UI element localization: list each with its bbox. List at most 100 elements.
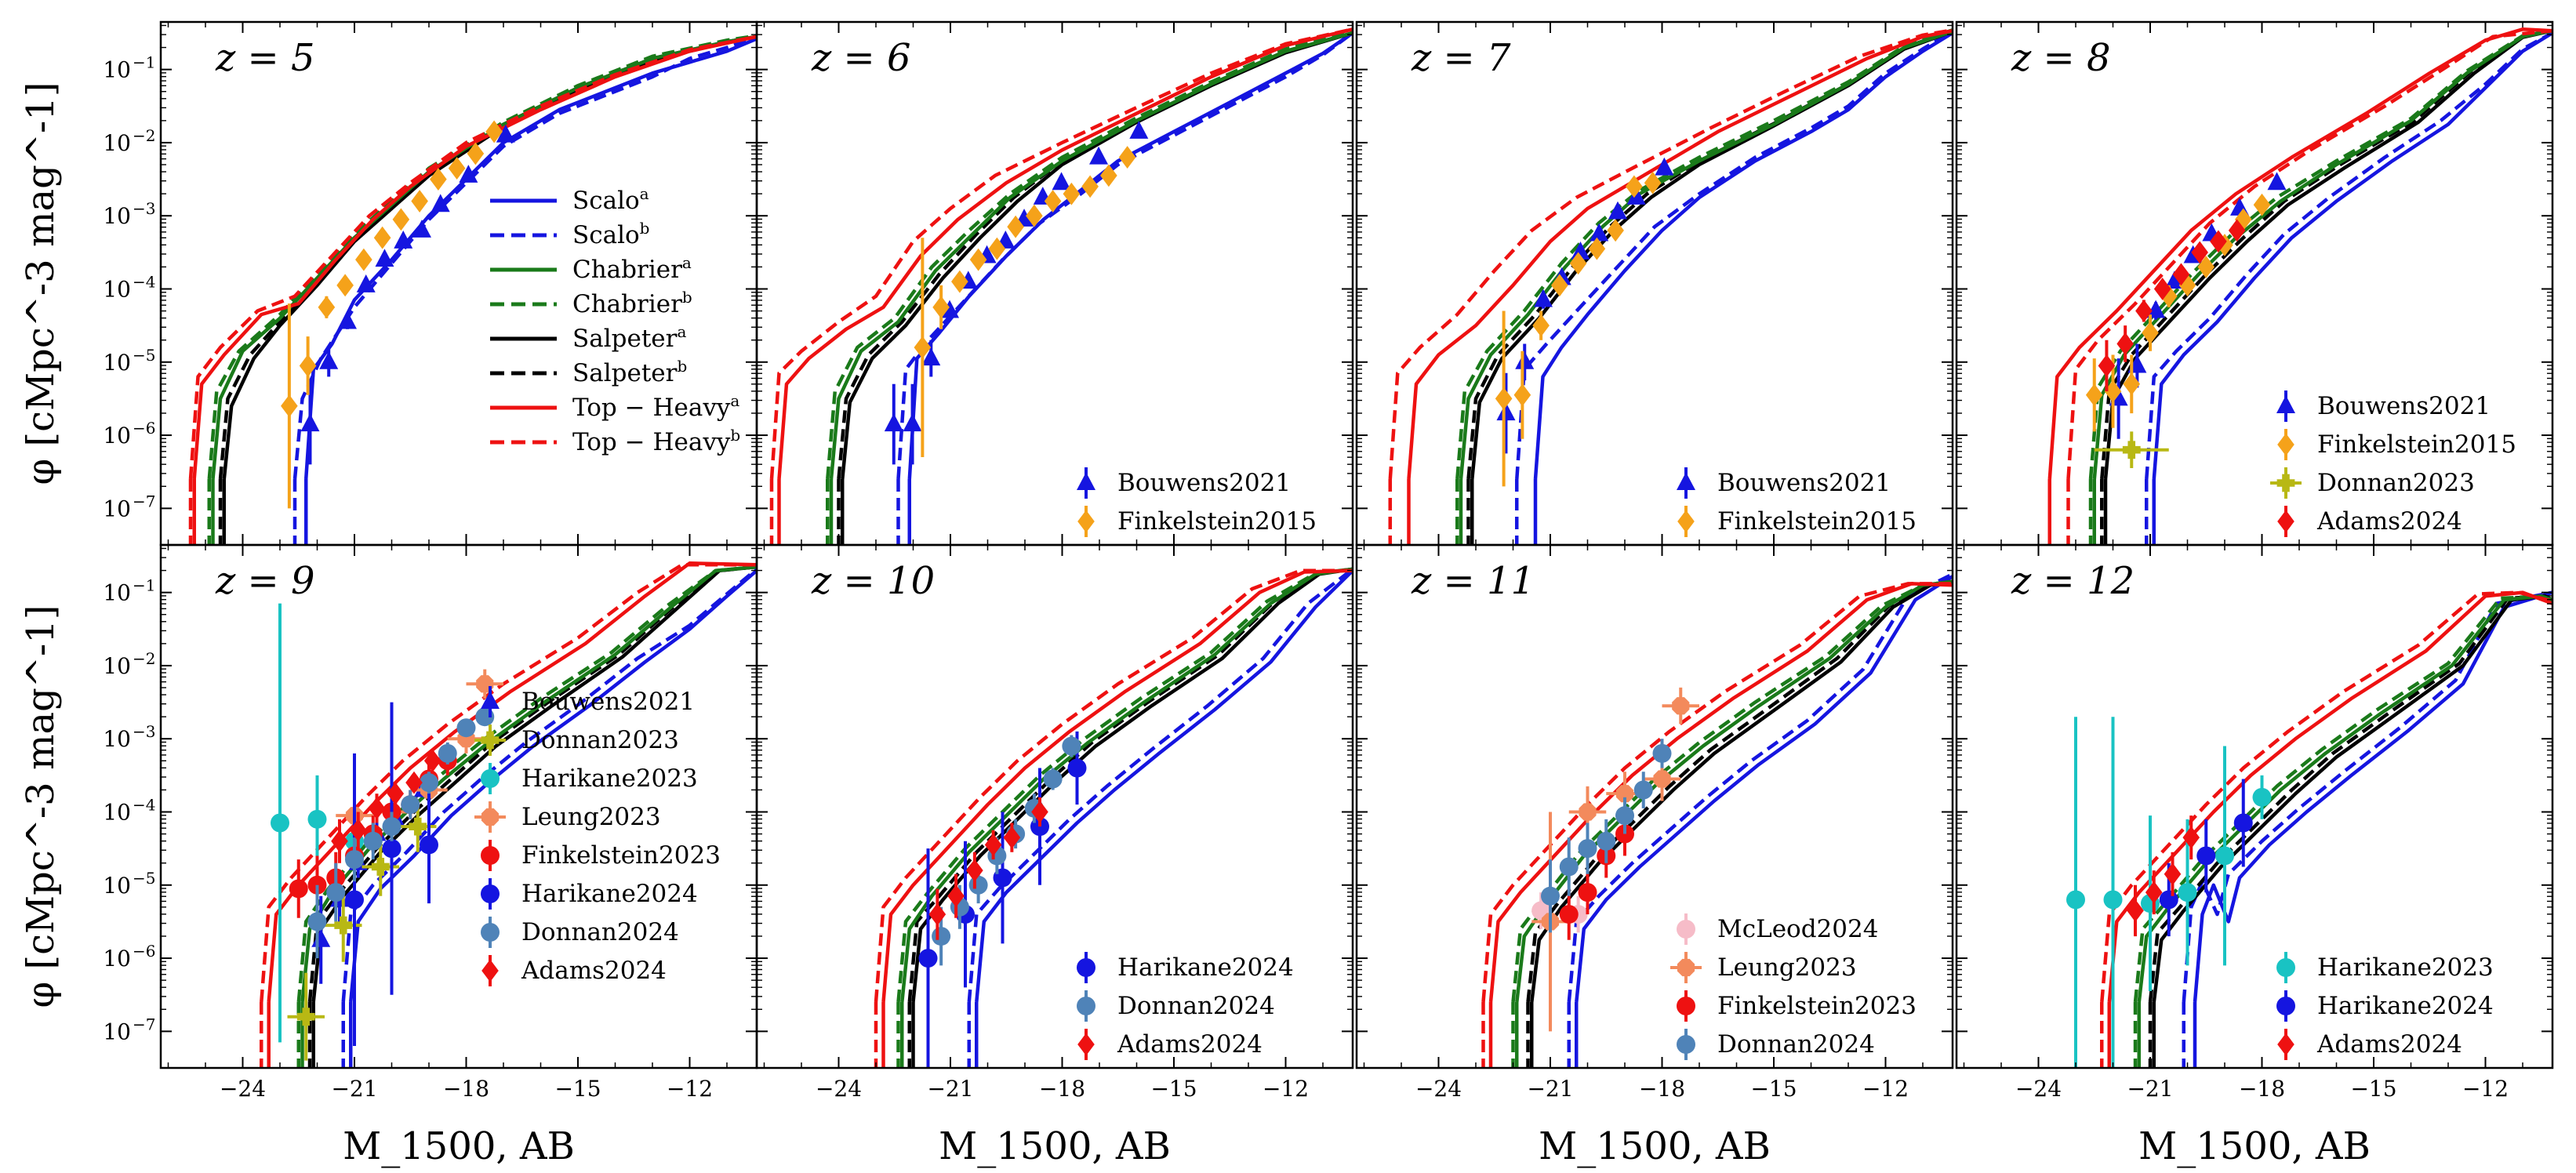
legend-label: Adams2024 bbox=[2316, 1030, 2462, 1059]
imf-legend-entry: Salpeterb bbox=[490, 357, 687, 387]
data-point bbox=[401, 795, 420, 815]
data-point bbox=[2215, 846, 2234, 866]
data-point bbox=[1100, 164, 1117, 187]
curve-scalo_b bbox=[2182, 590, 2552, 1003]
obs-bouwens2021 bbox=[1496, 157, 1674, 454]
data-point bbox=[423, 749, 441, 772]
data-point bbox=[921, 347, 941, 366]
data-point bbox=[337, 310, 357, 329]
curve-topheavy_b bbox=[2100, 590, 2552, 1003]
data-point bbox=[1026, 204, 1043, 227]
y-axis-title: φ [cMpc^-3 mag^-1] bbox=[19, 82, 63, 485]
redshift-label: z = 8 bbox=[2011, 36, 2111, 80]
x-tick-label: −15 bbox=[554, 1076, 601, 1102]
x-tick-label: −18 bbox=[443, 1076, 489, 1102]
obs-donnan2024 bbox=[932, 735, 1081, 966]
panel-frame bbox=[1955, 543, 2554, 1070]
curve-chabrier_a bbox=[300, 565, 757, 1003]
legend-entry-bouwens2021: Bouwens2021 bbox=[481, 686, 695, 717]
data-point bbox=[368, 797, 386, 820]
data-point bbox=[966, 859, 983, 882]
data-point bbox=[1081, 175, 1099, 198]
x-tick-label: −12 bbox=[1862, 1076, 1909, 1102]
legend-label: Finkelstein2015 bbox=[1117, 507, 1317, 536]
y-tick-label: 10 bbox=[103, 496, 131, 521]
legend-label: Donnan2024 bbox=[1717, 1030, 1875, 1059]
curve-scalo_b bbox=[341, 568, 757, 1003]
data-point bbox=[394, 231, 413, 249]
y-axis-title: φ [cMpc^-3 mag^-1] bbox=[19, 605, 63, 1008]
x-axis-title: M_1500, AB bbox=[939, 1124, 1171, 1168]
data-point bbox=[307, 912, 327, 932]
x-axis-title: M_1500, AB bbox=[2138, 1124, 2371, 1168]
data-point bbox=[1031, 801, 1048, 823]
data-point bbox=[420, 835, 438, 855]
y-tick-exponent: −7 bbox=[133, 1015, 155, 1033]
curve-topheavy_b bbox=[769, 27, 1353, 480]
data-point bbox=[431, 194, 450, 212]
curve-chabrier_b bbox=[1455, 28, 1953, 480]
y-tick-label: 10 bbox=[103, 653, 131, 679]
data-point bbox=[2142, 321, 2159, 344]
data-point bbox=[1559, 857, 1579, 877]
curve-chabrier_b bbox=[896, 567, 1353, 1003]
curve-topheavy_b bbox=[1481, 582, 1953, 1003]
legend-marker bbox=[481, 959, 499, 982]
curve-topheavy_a bbox=[2047, 27, 2552, 480]
data-point bbox=[1062, 736, 1081, 756]
legend-entry-finkelstein2015: Finkelstein2015 bbox=[1677, 506, 1917, 537]
legend-label: Bouwens2021 bbox=[1117, 469, 1291, 497]
imf-legend-entry: Chabrierb bbox=[490, 288, 692, 318]
y-tick-exponent: −6 bbox=[133, 419, 155, 438]
x-tick-label: −18 bbox=[1039, 1076, 1085, 1102]
obs-harikane2023 bbox=[271, 603, 401, 1043]
data-point bbox=[1043, 769, 1063, 789]
legend-label: Finkelstein2023 bbox=[1717, 992, 1917, 1020]
obs-legend: Bouwens2021 Donnan2023 Harikane2023 Leung20… bbox=[474, 686, 721, 986]
legend-entry-adams2024: Adams2024 bbox=[2277, 1029, 2462, 1060]
data-point bbox=[420, 773, 438, 793]
redshift-label: z = 11 bbox=[1411, 559, 1535, 603]
legend-entry-finkelstein2023: Finkelstein2023 bbox=[1677, 990, 1917, 1022]
data-point bbox=[1652, 743, 1672, 763]
obs-finkelstein2015 bbox=[1495, 171, 1662, 487]
plot-area bbox=[769, 27, 1353, 545]
data-point bbox=[307, 809, 327, 829]
data-point bbox=[1063, 182, 1081, 205]
plot-area bbox=[260, 561, 757, 1068]
legend-label: Bouwens2021 bbox=[1717, 469, 1891, 497]
legend-label: Adams2024 bbox=[521, 957, 667, 985]
data-point bbox=[2210, 230, 2227, 253]
data-point bbox=[1653, 770, 1671, 788]
curve-chabrier_a bbox=[900, 567, 1353, 1003]
obs-legend: Bouwens2021 Finkelstein2015 Donnan2023 Adam… bbox=[2270, 390, 2516, 537]
redshift-label: z = 12 bbox=[2011, 559, 2135, 603]
legend-label: Harikane2023 bbox=[521, 764, 698, 793]
legend-marker bbox=[481, 846, 500, 865]
x-tick-label: −21 bbox=[331, 1076, 377, 1102]
legend-marker bbox=[2276, 395, 2295, 413]
legend-entry-bouwens2021: Bouwens2021 bbox=[2276, 390, 2491, 422]
data-point bbox=[1626, 187, 1646, 205]
data-point bbox=[928, 902, 946, 926]
x-tick-label: −12 bbox=[1263, 1076, 1309, 1102]
data-point bbox=[1533, 289, 1553, 307]
y-tick-exponent: −2 bbox=[133, 126, 155, 145]
legend-marker bbox=[2277, 510, 2294, 533]
data-point bbox=[2267, 172, 2287, 191]
x-tick-label: −15 bbox=[1150, 1076, 1197, 1102]
curve-topheavy_b bbox=[188, 34, 757, 480]
data-point bbox=[1588, 237, 1606, 260]
x-tick-label: −12 bbox=[667, 1076, 713, 1102]
y-tick-exponent: −5 bbox=[133, 346, 155, 365]
data-point bbox=[1118, 146, 1136, 169]
obs-adams2024 bbox=[2098, 219, 2246, 392]
legend-label: McLeod2024 bbox=[1717, 915, 1878, 943]
obs-legend: McLeod2024 Leung2023 Finkelstein2023 Donnan… bbox=[1670, 913, 1917, 1060]
legend-label: Donnan2023 bbox=[521, 726, 679, 754]
data-point bbox=[2153, 278, 2171, 300]
imf-legend-label: Top − Heavyb bbox=[572, 426, 740, 456]
legend-label: Adams2024 bbox=[2316, 507, 2462, 536]
data-point bbox=[1615, 785, 1634, 803]
curve-topheavy_a bbox=[192, 34, 757, 480]
